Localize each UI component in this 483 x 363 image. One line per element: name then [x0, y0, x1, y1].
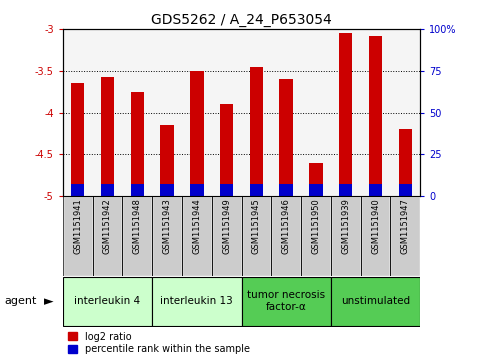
Bar — [220, 104, 233, 196]
Text: GSM1151948: GSM1151948 — [133, 199, 142, 254]
Bar — [280, 184, 293, 196]
Bar — [398, 184, 412, 196]
Bar — [190, 71, 203, 196]
FancyBboxPatch shape — [63, 196, 93, 276]
Bar — [309, 184, 323, 196]
FancyBboxPatch shape — [361, 196, 390, 276]
Bar — [309, 163, 323, 196]
FancyBboxPatch shape — [301, 196, 331, 276]
Bar — [280, 79, 293, 196]
FancyBboxPatch shape — [212, 196, 242, 276]
Bar — [250, 184, 263, 196]
Bar — [369, 184, 382, 196]
FancyBboxPatch shape — [331, 196, 361, 276]
Bar — [369, 36, 382, 196]
Bar — [398, 129, 412, 196]
Bar — [130, 184, 144, 196]
Text: GSM1151947: GSM1151947 — [401, 199, 410, 254]
FancyBboxPatch shape — [271, 196, 301, 276]
FancyBboxPatch shape — [63, 277, 152, 326]
Bar — [130, 91, 144, 196]
FancyBboxPatch shape — [331, 277, 420, 326]
Bar — [160, 125, 174, 196]
Bar — [250, 67, 263, 196]
FancyBboxPatch shape — [152, 277, 242, 326]
Text: GSM1151942: GSM1151942 — [103, 199, 112, 254]
Bar — [71, 83, 85, 196]
Text: ►: ► — [43, 295, 53, 308]
Text: GSM1151946: GSM1151946 — [282, 199, 291, 254]
Text: GSM1151950: GSM1151950 — [312, 199, 320, 254]
FancyBboxPatch shape — [93, 196, 122, 276]
FancyBboxPatch shape — [242, 196, 271, 276]
FancyBboxPatch shape — [122, 196, 152, 276]
Bar — [339, 184, 353, 196]
Legend: log2 ratio, percentile rank within the sample: log2 ratio, percentile rank within the s… — [68, 331, 250, 355]
Bar — [71, 184, 85, 196]
FancyBboxPatch shape — [152, 196, 182, 276]
Title: GDS5262 / A_24_P653054: GDS5262 / A_24_P653054 — [151, 13, 332, 26]
FancyBboxPatch shape — [390, 196, 420, 276]
Text: GSM1151949: GSM1151949 — [222, 199, 231, 254]
FancyBboxPatch shape — [242, 277, 331, 326]
Bar — [101, 184, 114, 196]
Text: unstimulated: unstimulated — [341, 296, 410, 306]
Bar — [220, 184, 233, 196]
Text: GSM1151941: GSM1151941 — [73, 199, 82, 254]
Bar — [339, 33, 353, 196]
Text: interleukin 13: interleukin 13 — [160, 296, 233, 306]
Text: agent: agent — [5, 296, 37, 306]
Text: interleukin 4: interleukin 4 — [74, 296, 141, 306]
Bar — [160, 184, 174, 196]
Text: GSM1151944: GSM1151944 — [192, 199, 201, 254]
Text: GSM1151945: GSM1151945 — [252, 199, 261, 254]
FancyBboxPatch shape — [182, 196, 212, 276]
Text: GSM1151943: GSM1151943 — [163, 199, 171, 254]
Text: GSM1151940: GSM1151940 — [371, 199, 380, 254]
Text: GSM1151939: GSM1151939 — [341, 199, 350, 254]
Bar — [101, 77, 114, 196]
Text: tumor necrosis
factor-α: tumor necrosis factor-α — [247, 290, 325, 312]
Bar — [190, 184, 203, 196]
